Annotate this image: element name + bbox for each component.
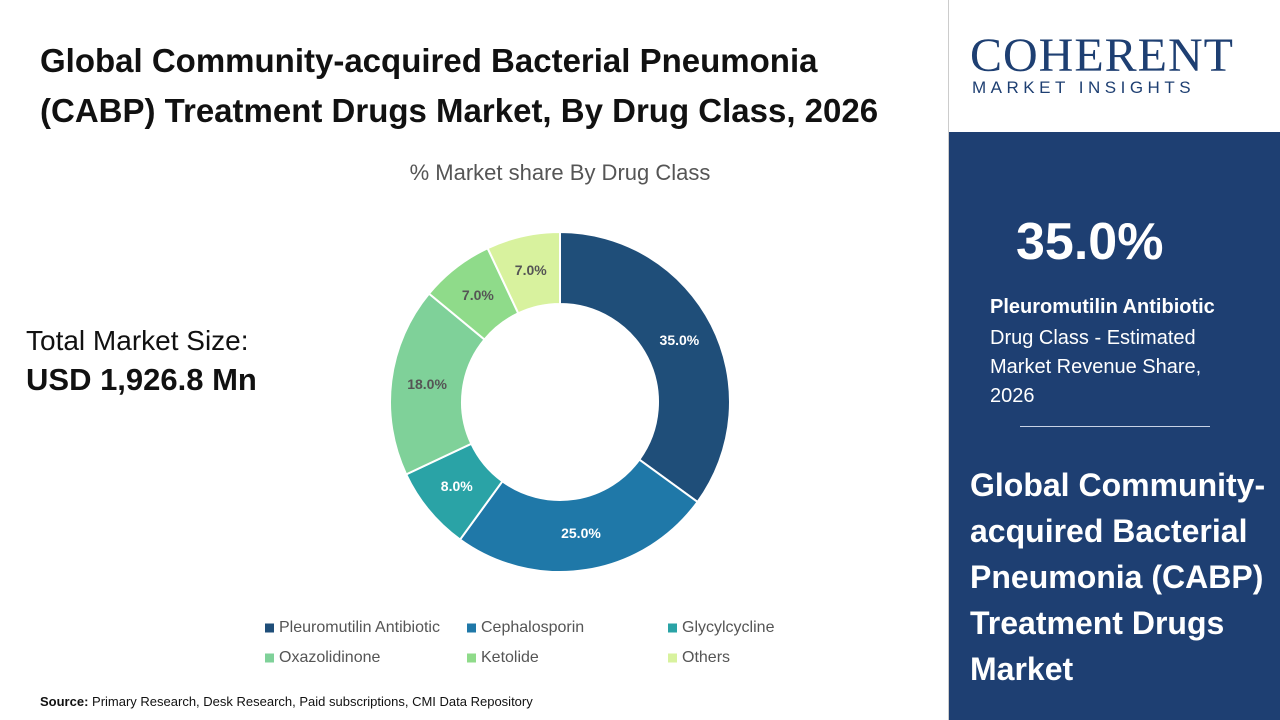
- legend-label: Cephalosporin: [481, 619, 584, 636]
- donut-segment: [458, 458, 699, 573]
- market-size-label: Total Market Size:: [26, 325, 249, 356]
- data-label: 7.0%: [515, 262, 547, 278]
- data-label: 35.0%: [660, 332, 700, 348]
- source-text: Primary Research, Desk Research, Paid su…: [92, 694, 533, 709]
- data-label: 8.0%: [441, 478, 473, 494]
- legend-marker: [467, 653, 476, 663]
- legend-label: Ketolide: [481, 649, 539, 666]
- data-label: 7.0%: [462, 287, 494, 303]
- legend-label: Others: [682, 649, 730, 666]
- donut-segment: [486, 230, 561, 315]
- data-label: 18.0%: [407, 376, 447, 392]
- logo-name: COHERENT: [970, 29, 1234, 82]
- legend-label: Oxazolidinone: [279, 649, 381, 666]
- legend-marker: [265, 653, 274, 663]
- side-title: Global Community-acquired Bacterial Pneu…: [970, 467, 1266, 687]
- legend-marker: [668, 653, 677, 663]
- logo-tagline: MARKET INSIGHTS: [972, 78, 1196, 97]
- legend-marker: [467, 623, 476, 633]
- donut-chart: 35.0% 25.0% 8.0% 18.0% 7.0% 7.0% Pleuromutilin…: [265, 230, 775, 666]
- market-size-value: USD 1,926.8 Mn: [26, 362, 257, 397]
- source: Source: Primary Research, Desk Research,…: [40, 694, 533, 709]
- chart-subtitle: % Market share By Drug Class: [409, 160, 711, 185]
- legend-label: Glycylcycline: [682, 619, 775, 636]
- highlight-category: Pleuromutilin Antibiotic: [990, 296, 1215, 318]
- legend-marker: [668, 623, 677, 633]
- donut-segment: [559, 230, 731, 504]
- divider: [1020, 426, 1210, 427]
- chart-title: Global Community-acquired Bacterial Pneu…: [40, 42, 879, 129]
- source-label: Source:: [40, 694, 89, 709]
- data-label: 25.0%: [561, 525, 601, 541]
- logo-area: [948, 0, 1280, 132]
- highlight-value: 35.0%: [1016, 213, 1164, 271]
- highlight-text: Drug Class - Estimated Market Revenue Sh…: [990, 327, 1202, 407]
- legend-label: Pleuromutilin Antibiotic: [279, 619, 440, 636]
- legend-marker: [265, 623, 274, 633]
